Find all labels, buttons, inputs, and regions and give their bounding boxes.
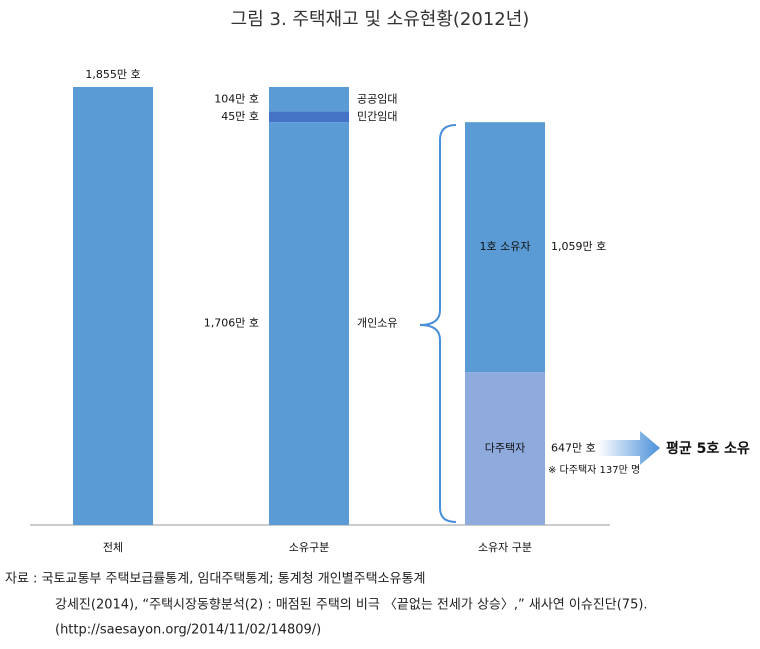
brace <box>419 124 457 523</box>
arrow <box>598 431 660 465</box>
segment-label: 1호 소유자 <box>480 240 531 253</box>
segment-label: 개인소유 <box>357 317 397 330</box>
value-label: 104만 호 <box>214 92 259 105</box>
bar-segment <box>269 87 349 112</box>
bar-segment <box>269 122 349 525</box>
x-tick-label: 전체 <box>103 541 123 554</box>
bar-segment <box>465 122 545 373</box>
source: (http://saesayon.org/2014/11/02/14809/) <box>55 623 321 638</box>
x-tick-label: 소유구분 <box>289 541 329 554</box>
segment-label: 다주택자 <box>485 442 525 455</box>
segment-label: 공공임대 <box>357 92 397 105</box>
chart-title: 그림 3. 주택재고 및 소유현황(2012년) <box>231 9 530 30</box>
annotation: ※ 다주택자 137만 명 <box>548 464 640 476</box>
annotation: 평균 5호 소유 <box>666 440 750 457</box>
bar-segment <box>73 87 153 525</box>
value-label: 1,855만 호 <box>85 68 140 81</box>
x-tick-label: 소유자 구분 <box>478 541 532 554</box>
bar-segment <box>465 372 545 525</box>
value-label: 1,706만 호 <box>204 317 259 330</box>
segment-label: 민간임대 <box>357 110 397 123</box>
source: 강세진(2014), “주택시장동향분석(2) : 매점된 주택의 비극 〈끝없… <box>55 598 648 613</box>
bar-segment <box>269 111 349 123</box>
value-label: 647만 호 <box>551 442 596 455</box>
source: 자료 : 국토교통부 주택보급률통계, 임대주택통계; 통계청 개인별주택소유통… <box>5 572 425 587</box>
value-label: 1,059만 호 <box>551 240 606 253</box>
value-label: 45만 호 <box>221 110 259 123</box>
